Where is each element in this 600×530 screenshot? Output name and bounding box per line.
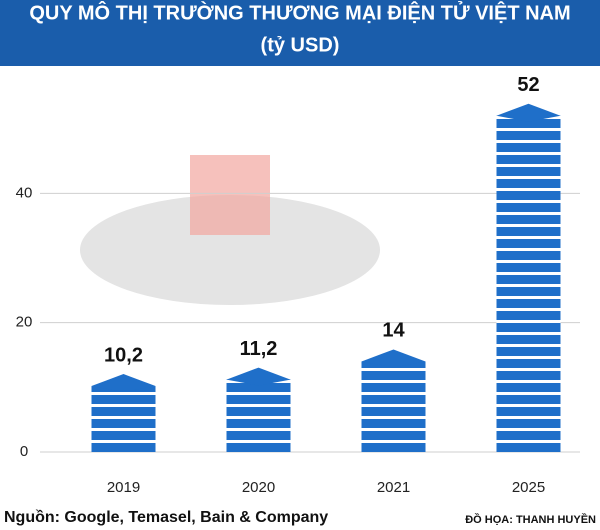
- bar-top: [496, 103, 561, 122]
- bar-top: [226, 367, 291, 386]
- illustration-shop: [190, 155, 270, 235]
- bar: [496, 115, 561, 452]
- source: Nguồn: Google, Temasel, Bain & Company: [4, 509, 328, 526]
- y-tick-label: 40: [16, 184, 33, 201]
- y-tick-label: 20: [16, 314, 33, 331]
- value-label: 11,2: [240, 338, 278, 360]
- x-tick-label: 2025: [512, 479, 545, 496]
- y-tick-label: 0: [20, 443, 28, 460]
- chart-title: QUY MÔ THỊ TRƯỜNG THƯƠNG MẠI ĐIỆN TỬ VIỆ…: [29, 0, 570, 24]
- illustration: [80, 195, 380, 305]
- bar: [91, 386, 156, 452]
- bar-top: [91, 374, 156, 393]
- banner: [0, 0, 600, 66]
- x-tick-label: 2021: [377, 479, 410, 496]
- x-tick-label: 2019: [107, 479, 140, 496]
- credit: ĐỒ HỌA: THANH HUYỀN: [465, 513, 596, 526]
- bar: [361, 361, 426, 452]
- value-label: 10,2: [104, 344, 143, 366]
- plot: 0 20 40 2019 10,2 2020 11,2 2021 14 2025 52: [16, 74, 580, 496]
- chart-subtitle: (tỷ USD): [261, 34, 340, 56]
- value-label: 52: [517, 74, 539, 96]
- value-label: 14: [382, 320, 405, 342]
- bar-top: [361, 349, 426, 368]
- x-tick-label: 2020: [242, 479, 275, 496]
- bar: [226, 379, 291, 452]
